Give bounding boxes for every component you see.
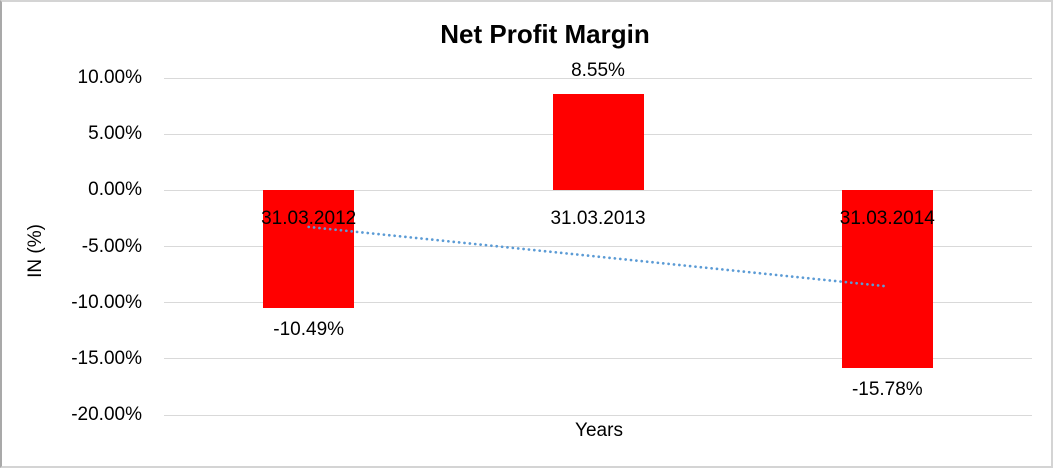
y-tick-label: 5.00% [88,123,142,145]
gridline [164,358,1032,360]
gridline [164,302,1032,304]
y-tick-label: -20.00% [71,404,142,425]
data-label: -15.78% [851,378,923,400]
gridline [164,77,1032,79]
y-tick-label: 10.00% [77,67,142,88]
data-label: -10.49% [273,319,345,341]
category-label: 31.03.2014 [839,208,935,230]
trendline-path [307,225,889,288]
y-tick-label: -15.00% [71,347,142,369]
chart-title: Net Profit Margin [440,19,650,49]
gridline [164,189,1032,191]
gridline [164,414,1032,416]
y-tick-label: 0.00% [88,179,142,201]
y-axis-title: IN (%) [25,224,46,278]
y-tick-label: -10.00% [71,291,142,313]
data-label: 8.55% [571,60,625,82]
y-tick-label: -5.00% [81,235,142,257]
bar [552,94,644,191]
category-label: 31.03.2012 [261,208,357,230]
x-axis-title: Years [575,420,623,441]
category-label: 31.03.2013 [550,208,646,230]
